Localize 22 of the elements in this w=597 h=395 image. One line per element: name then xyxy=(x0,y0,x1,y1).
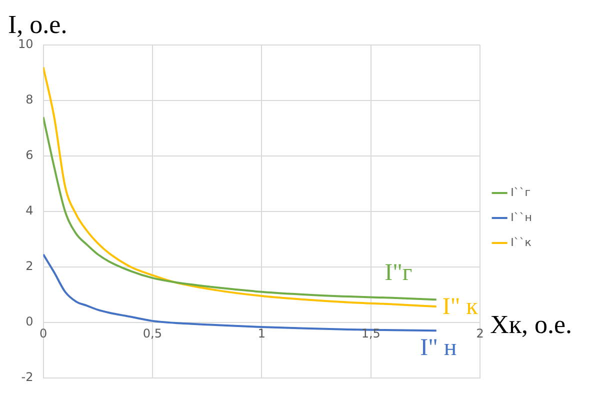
y-tick-label: -2 xyxy=(21,370,34,384)
line-series xyxy=(43,66,438,308)
annotation: I" к xyxy=(442,294,478,320)
y-tick-label: 4 xyxy=(26,204,34,218)
line-series xyxy=(43,116,438,301)
y-tick-label: 10 xyxy=(18,37,34,52)
y-tick-label: 8 xyxy=(26,92,34,107)
y-tick-label: 2 xyxy=(26,258,34,273)
x-tick-label: 0 xyxy=(39,326,48,340)
legend-label: I``к xyxy=(510,236,532,249)
annotation: I"г xyxy=(384,260,412,286)
annotation: I" н xyxy=(420,334,457,361)
y-axis-title: I, о.е. xyxy=(8,10,68,39)
x-tick-label: 0,5 xyxy=(142,326,162,340)
x-tick-label: 2 xyxy=(476,326,484,340)
x-tick-label: 1 xyxy=(258,326,266,340)
y-tick-label: 6 xyxy=(26,148,34,162)
y-tick-label: 0 xyxy=(26,314,34,328)
x-axis-title: Xк, о.е. xyxy=(490,310,572,340)
legend-label: I``г xyxy=(510,186,531,199)
x-tick-label: 1,5 xyxy=(361,326,380,340)
legend-label: I``н xyxy=(510,210,532,224)
